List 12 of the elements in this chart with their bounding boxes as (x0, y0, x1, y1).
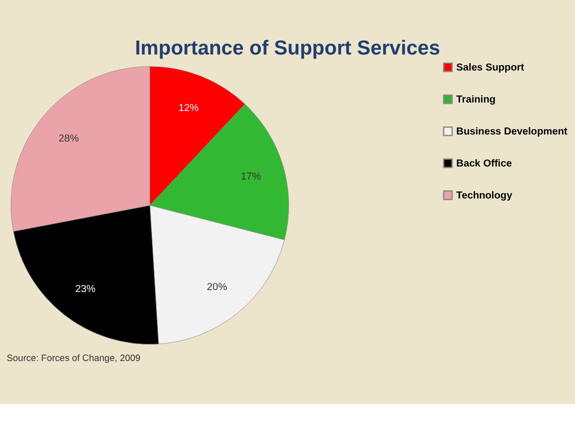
data-label: 23% (75, 284, 96, 295)
legend-label: Technology (456, 190, 513, 202)
legend-label: Sales Support (456, 62, 525, 74)
data-label: 17% (240, 171, 262, 182)
legend-label: Training (456, 94, 496, 106)
data-label: 28% (58, 134, 79, 145)
source-note: Source: Forces of Change, 2009 (6, 353, 140, 364)
data-label: 20% (206, 282, 228, 293)
legend-label: Back Office (456, 158, 512, 170)
legend-label: Business Development (456, 126, 568, 138)
data-label: 12% (178, 102, 199, 114)
chart-title: Importance of Support Services (134, 38, 440, 60)
